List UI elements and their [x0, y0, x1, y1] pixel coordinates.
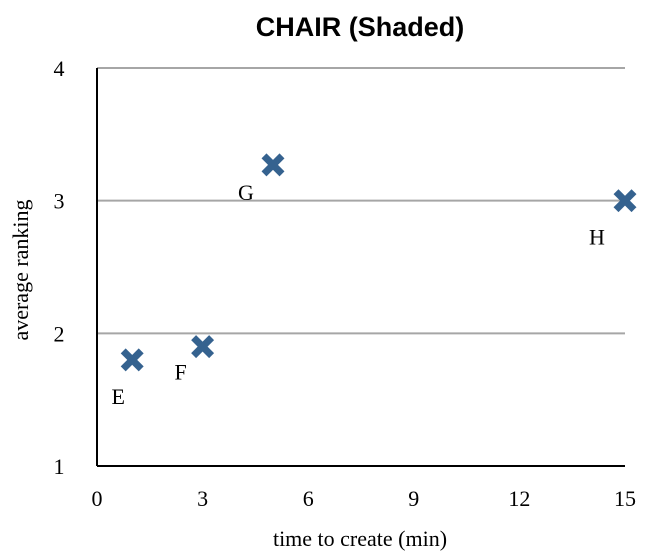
x-tick-label: 15	[614, 486, 636, 511]
x-axis-label: time to create (min)	[273, 526, 447, 551]
data-points	[120, 153, 637, 372]
point-labels: E F G H	[111, 180, 605, 409]
y-tick-label: 4	[54, 56, 65, 81]
marker-stroke	[613, 189, 637, 213]
y-axis-label: average ranking	[8, 199, 33, 340]
x-tick-label: 9	[408, 486, 419, 511]
y-tick-label: 2	[54, 321, 65, 346]
y-tick-label: 1	[54, 454, 65, 479]
x-tick-label: 12	[508, 486, 530, 511]
marker-stroke	[191, 335, 215, 359]
x-tick-label: 0	[92, 486, 103, 511]
data-point-g	[261, 153, 285, 177]
x-tick-label: 6	[303, 486, 314, 511]
point-label-f: F	[174, 360, 186, 385]
y-tick-label: 3	[54, 189, 65, 214]
data-point-f	[191, 335, 215, 359]
marker-stroke	[261, 153, 285, 177]
axes	[96, 68, 625, 467]
marker-stroke	[120, 348, 144, 372]
point-label-e: E	[111, 384, 124, 409]
chart-title: CHAIR (Shaded)	[256, 12, 465, 42]
data-point-h	[613, 189, 637, 213]
point-label-g: G	[238, 180, 254, 205]
data-point-e	[120, 348, 144, 372]
point-label-h: H	[589, 225, 605, 250]
gridlines	[97, 67, 625, 335]
x-tick-label: 3	[197, 486, 208, 511]
